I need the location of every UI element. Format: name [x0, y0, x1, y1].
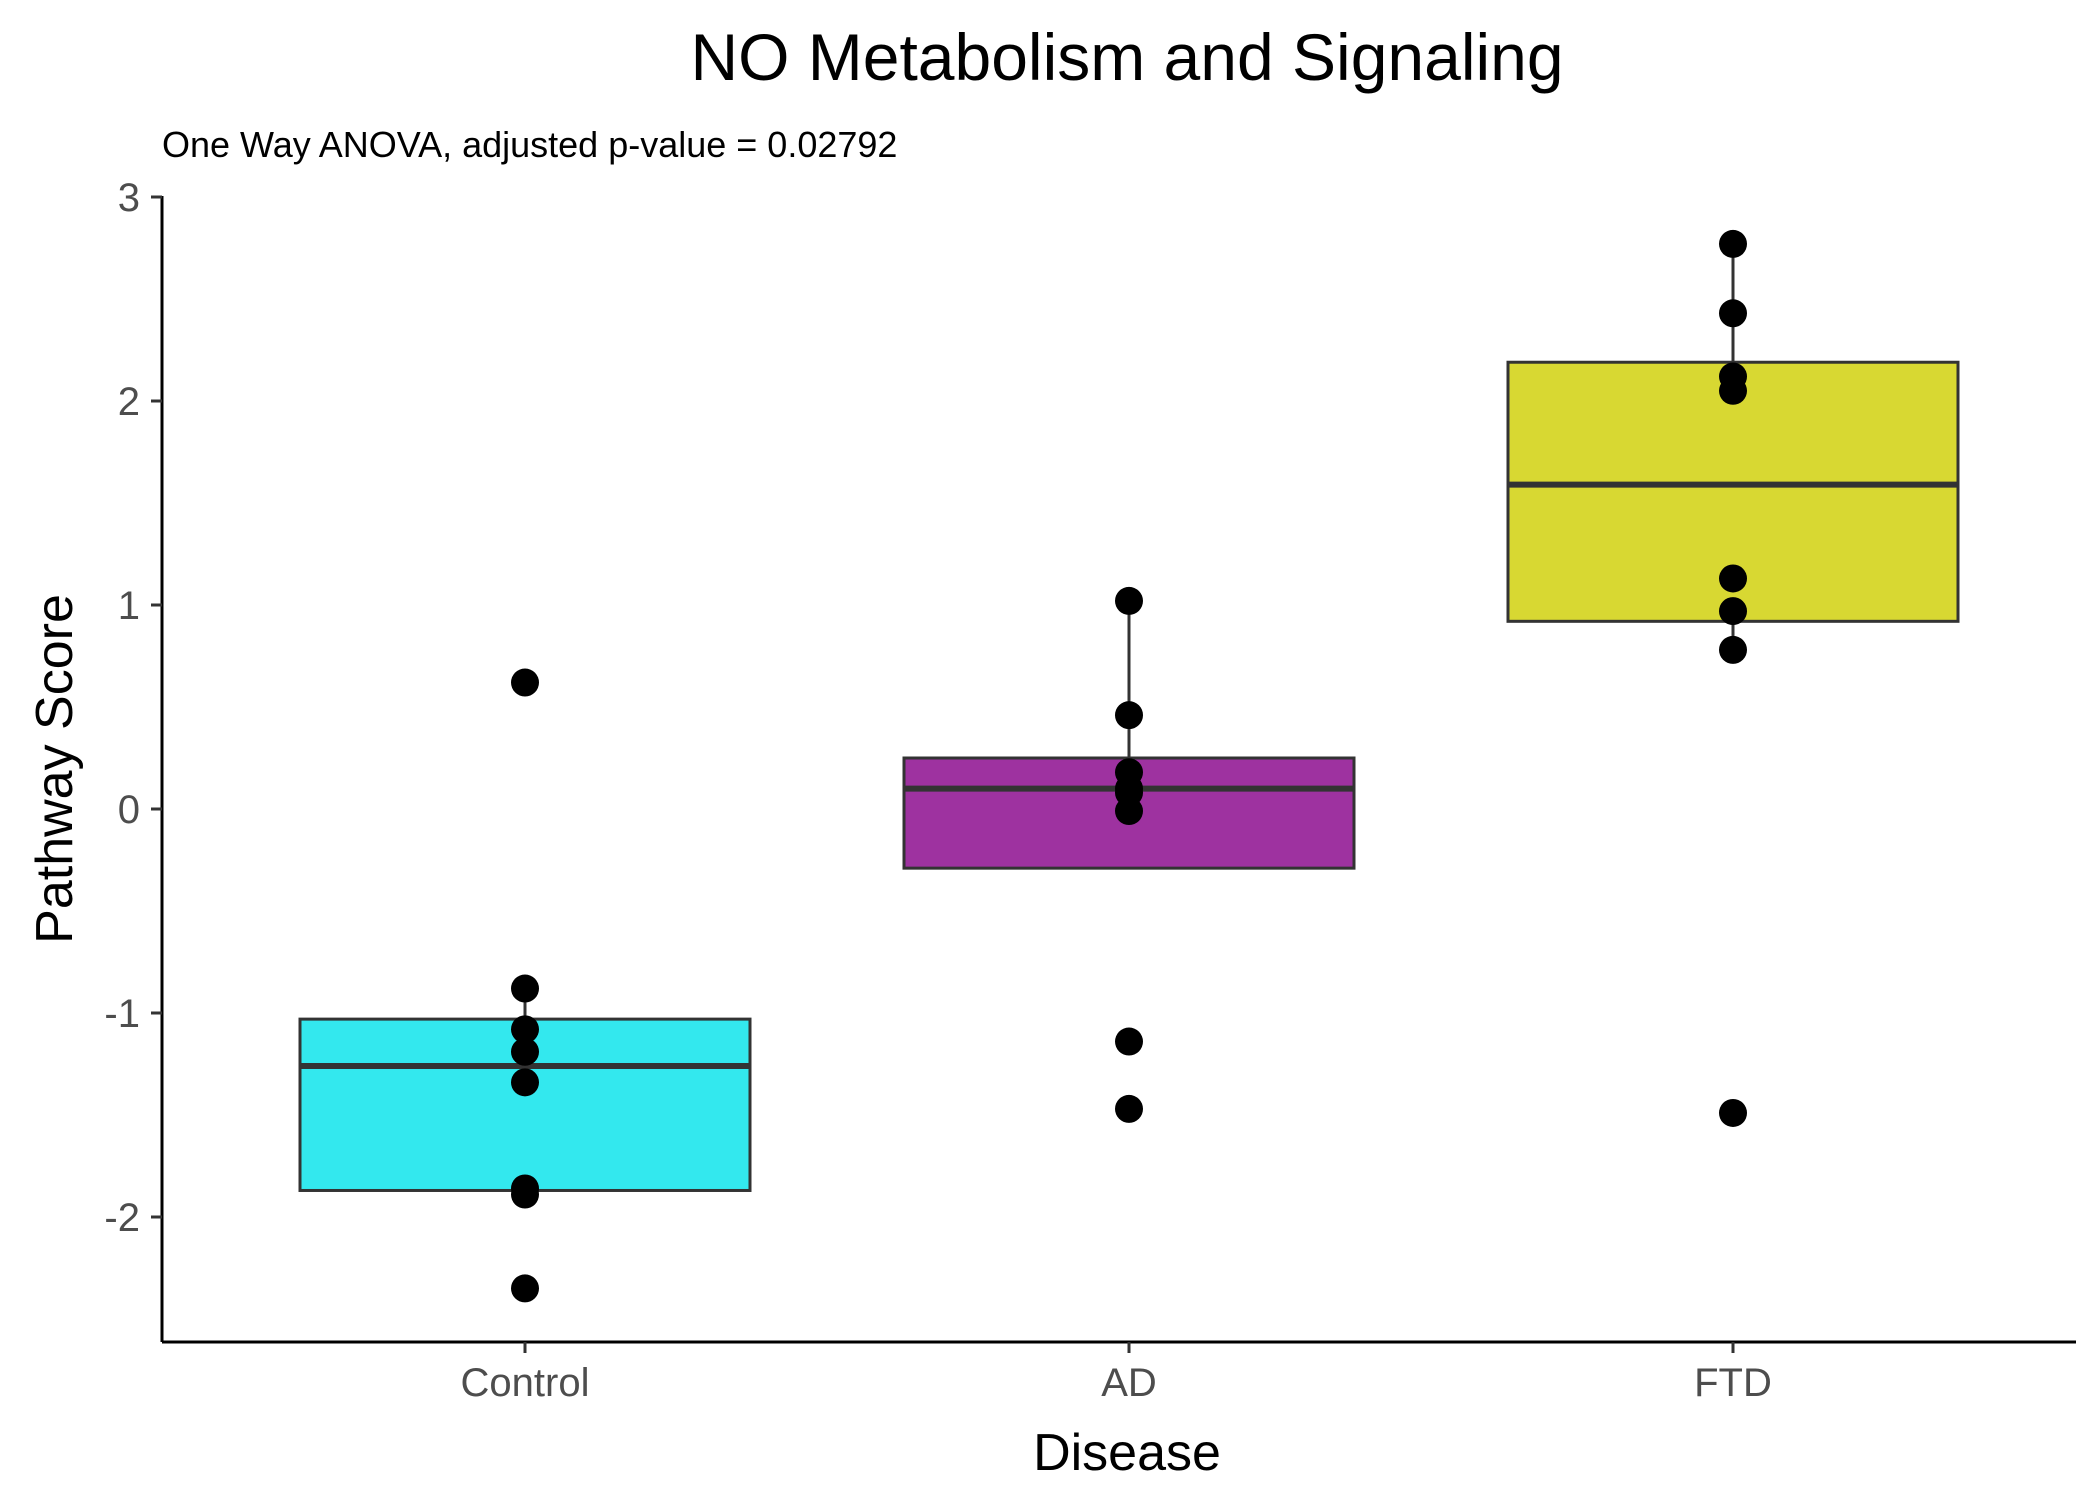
data-point — [1115, 1094, 1143, 1123]
y-tick-label: 0 — [118, 788, 140, 832]
data-point — [1719, 597, 1747, 626]
chart-subtitle: One Way ANOVA, adjusted p-value = 0.0279… — [162, 124, 897, 165]
box-group-control — [298, 668, 752, 1303]
data-point — [511, 1015, 539, 1044]
data-point — [1719, 229, 1747, 258]
data-point — [511, 974, 539, 1003]
x-tick-label: Control — [461, 1361, 590, 1405]
x-tick-label: AD — [1101, 1361, 1157, 1405]
data-point — [1719, 564, 1747, 593]
data-point — [1115, 1027, 1143, 1056]
chart-title: NO Metabolism and Signaling — [690, 20, 1563, 94]
data-point — [511, 1180, 539, 1209]
data-point — [1115, 701, 1143, 730]
y-tick-label: -2 — [104, 1196, 140, 1240]
y-tick-label: 3 — [118, 176, 140, 220]
y-tick-label: 1 — [118, 584, 140, 628]
data-point — [511, 1068, 539, 1097]
axes: -2 -1 0 1 2 3 Control AD FTD — [104, 176, 1771, 1405]
data-point — [1719, 635, 1747, 664]
data-point — [511, 1274, 539, 1303]
box-group-ftd — [1506, 229, 1960, 1127]
data-point — [1115, 797, 1143, 826]
plot-area — [298, 229, 1960, 1303]
data-point — [1719, 376, 1747, 405]
x-axis-title: Disease — [1033, 1424, 1221, 1482]
x-tick-label: FTD — [1694, 1361, 1772, 1405]
y-tick-label: 2 — [118, 380, 140, 424]
data-point — [1115, 586, 1143, 615]
data-point — [511, 668, 539, 697]
data-point — [1719, 299, 1747, 328]
data-point — [511, 1037, 539, 1066]
y-tick-label: -1 — [104, 992, 140, 1036]
data-point — [1719, 1098, 1747, 1127]
y-axis-title: Pathway Score — [26, 594, 84, 944]
box-group-ad — [902, 586, 1356, 1123]
